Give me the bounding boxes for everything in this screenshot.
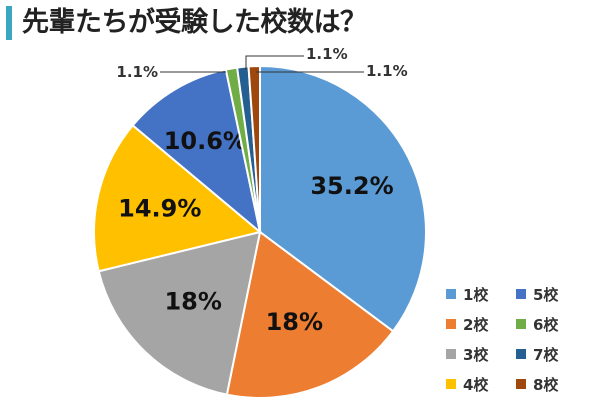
data-label-7: 1.1% <box>306 45 348 63</box>
pie-slice-8 <box>247 64 261 233</box>
legend-item-7: 7校 <box>516 344 586 364</box>
pie-slice-5 <box>131 68 262 235</box>
chart-legend: 1校 5校 2校 6校 3校 7校 4校 8校 <box>446 284 596 394</box>
page-title: 先輩たちが受験した校数は？ <box>22 7 367 38</box>
legend-swatch <box>516 379 526 389</box>
data-label-6: 1.1% <box>116 63 158 81</box>
pie-slice-1 <box>259 64 427 333</box>
legend-label: 4校 <box>463 375 489 394</box>
legend-item-5: 5校 <box>516 284 586 304</box>
legend-label: 1校 <box>463 285 489 304</box>
legend-swatch <box>516 289 526 299</box>
legend-item-3: 3校 <box>446 344 516 364</box>
legend-item-6: 6校 <box>516 314 586 334</box>
legend-label: 7校 <box>533 345 559 364</box>
callout-line-7 <box>245 55 304 70</box>
legend-item-2: 2校 <box>446 314 516 334</box>
legend-swatch <box>516 319 526 329</box>
legend-swatch <box>446 349 456 359</box>
legend-label: 3校 <box>463 345 489 364</box>
legend-label: 5校 <box>533 285 559 304</box>
legend-item-4: 4校 <box>446 374 516 394</box>
legend-label: 6校 <box>533 315 559 334</box>
title-accent-bar <box>6 6 12 40</box>
data-label-8: 1.1% <box>366 62 408 80</box>
legend-item-1: 1校 <box>446 284 516 304</box>
legend-label: 2校 <box>463 315 489 334</box>
pie-slice-2 <box>225 230 395 399</box>
pie-slice-4 <box>93 123 263 273</box>
legend-item-8: 8校 <box>516 374 586 394</box>
legend-swatch <box>446 319 456 329</box>
data-label-3: 18% <box>164 287 221 315</box>
legend-swatch <box>446 379 456 389</box>
data-label-5: 10.6% <box>164 127 247 155</box>
data-label-2: 18% <box>266 308 323 336</box>
data-label-4: 14.9% <box>118 195 201 223</box>
pie-slice-3 <box>97 230 262 396</box>
data-label-1: 35.2% <box>310 172 393 200</box>
legend-swatch <box>516 349 526 359</box>
legend-label: 8校 <box>533 375 559 394</box>
legend-swatch <box>446 289 456 299</box>
